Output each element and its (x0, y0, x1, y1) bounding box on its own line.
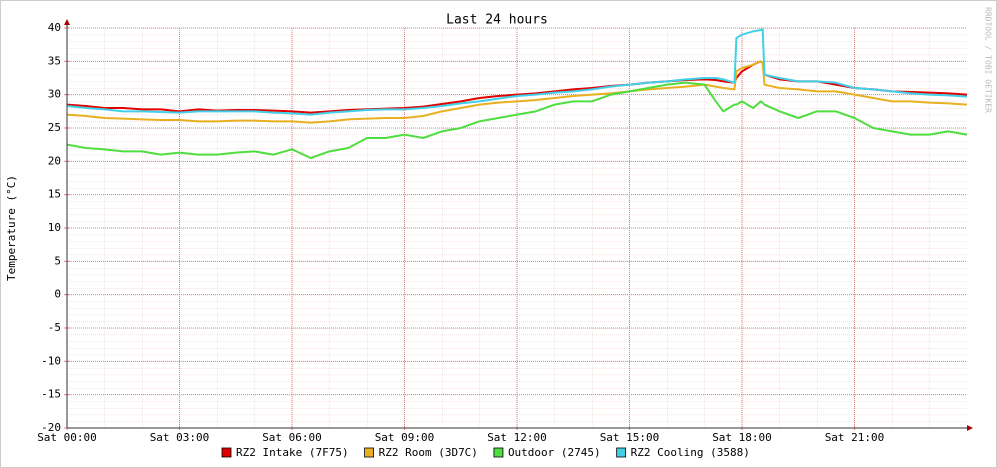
y-tick-label: 30 (48, 88, 61, 101)
legend-label: RZ2 Room (3D7C) (379, 446, 478, 459)
y-tick-label: 20 (48, 154, 61, 167)
y-tick-label: 5 (54, 254, 61, 267)
legend-swatch (616, 447, 627, 458)
y-tick-label: -10 (41, 354, 61, 367)
y-tick-label: 25 (48, 121, 61, 134)
legend: RZ2 Intake (7F75) RZ2 Room (3D7C) Outdoor … (221, 446, 750, 459)
x-tick-label: Sat 12:00 (487, 431, 547, 444)
legend-label: Outdoor (2745) (508, 446, 601, 459)
series-line (66, 60, 968, 124)
x-tick-label: Sat 03:00 (150, 431, 210, 444)
y-tick-label: 10 (48, 221, 61, 234)
x-tick-label: Sat 18:00 (712, 431, 772, 444)
chart-title: Last 24 hours (446, 13, 548, 28)
lines (66, 28, 968, 159)
x-tick-label: Sat 09:00 (375, 431, 435, 444)
y-tick-label: 0 (54, 288, 61, 301)
y-axis-label: Temperature (°C) (5, 175, 18, 281)
series-line (66, 28, 968, 116)
y-tick-label: 40 (48, 21, 61, 34)
y-tick-label: 15 (48, 188, 61, 201)
x-arrow (967, 425, 973, 431)
legend-swatch (364, 447, 374, 458)
legend-label: RZ2 Cooling (3588) (631, 446, 750, 459)
y-tick-label: -20 (41, 421, 61, 434)
x-tick-label: Sat 15:00 (600, 431, 660, 444)
y-arrow (64, 19, 70, 25)
grid (64, 27, 967, 430)
watermark: RRDTOOL / TOBI OETIKER (984, 7, 993, 113)
x-tick-label: Sat 06:00 (262, 431, 322, 444)
legend-label: RZ2 Intake (7F75) (236, 446, 349, 459)
axes (64, 19, 973, 431)
y-tick-label: 35 (48, 54, 61, 67)
legend-swatch (493, 447, 504, 458)
legend-swatch (221, 447, 232, 458)
y-tick-label: -5 (48, 321, 61, 334)
x-tick-label: Sat 00:00 (37, 431, 97, 444)
series-line (66, 81, 968, 159)
y-tick-label: -15 (41, 388, 61, 401)
x-tick-label: Sat 21:00 (825, 431, 885, 444)
